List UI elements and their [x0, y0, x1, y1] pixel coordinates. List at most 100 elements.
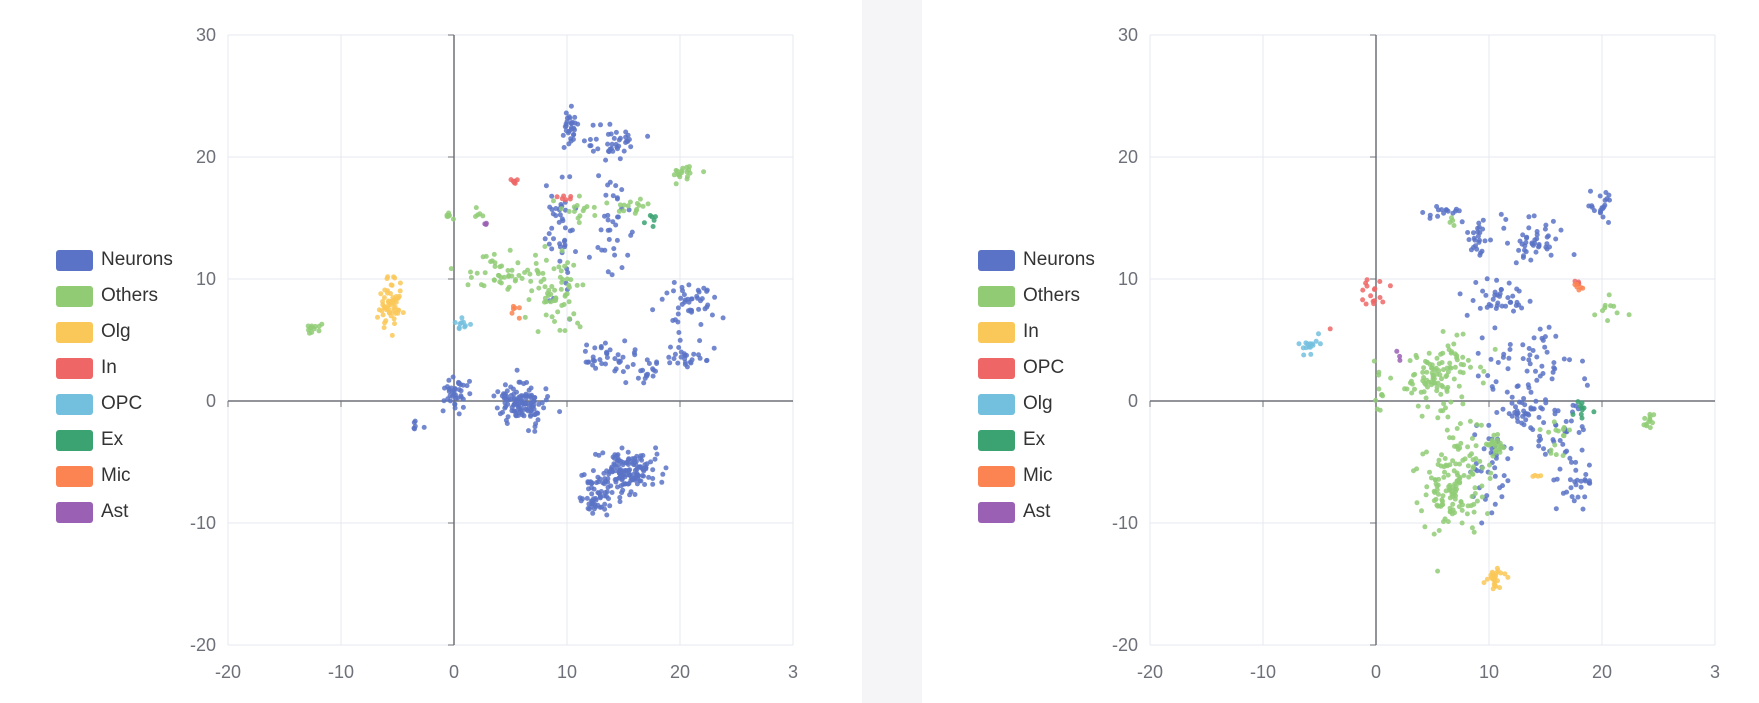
scatter-point[interactable]	[584, 342, 590, 348]
scatter-point[interactable]	[536, 401, 542, 407]
scatter-point[interactable]	[1531, 335, 1537, 341]
scatter-point[interactable]	[1647, 416, 1653, 422]
scatter-point[interactable]	[602, 476, 608, 482]
scatter-point[interactable]	[1568, 485, 1574, 491]
scatter-point[interactable]	[698, 298, 703, 304]
scatter-point[interactable]	[540, 270, 546, 276]
scatter-point[interactable]	[1465, 230, 1471, 235]
scatter-point[interactable]	[1578, 484, 1584, 490]
scatter-point[interactable]	[482, 221, 488, 227]
scatter-point[interactable]	[623, 460, 629, 466]
scatter-point[interactable]	[617, 135, 623, 141]
scatter-point[interactable]	[1526, 225, 1532, 231]
scatter-point[interactable]	[593, 136, 599, 142]
scatter-point[interactable]	[1440, 493, 1446, 499]
scatter-point[interactable]	[671, 356, 677, 362]
scatter-point[interactable]	[1501, 351, 1507, 357]
scatter-point[interactable]	[1479, 494, 1485, 500]
scatter-point[interactable]	[1414, 500, 1420, 506]
scatter-point[interactable]	[632, 347, 638, 353]
scatter-point[interactable]	[522, 270, 528, 275]
scatter-point[interactable]	[635, 375, 641, 381]
scatter-point[interactable]	[704, 304, 710, 310]
scatter-point[interactable]	[384, 307, 390, 313]
scatter-point[interactable]	[1553, 333, 1559, 339]
scatter-point[interactable]	[1490, 586, 1496, 592]
scatter-point[interactable]	[1553, 236, 1559, 242]
scatter-point[interactable]	[1583, 472, 1589, 477]
scatter-point[interactable]	[396, 307, 402, 313]
scatter-point[interactable]	[1421, 389, 1427, 395]
scatter-point[interactable]	[468, 275, 474, 280]
scatter-point[interactable]	[1606, 192, 1612, 198]
scatter-point[interactable]	[1542, 344, 1548, 350]
scatter-point[interactable]	[1521, 396, 1527, 401]
scatter-point[interactable]	[1457, 369, 1463, 375]
scatter-point[interactable]	[1453, 461, 1459, 467]
scatter-point[interactable]	[619, 445, 625, 451]
scatter-point[interactable]	[650, 224, 656, 229]
scatter-point[interactable]	[625, 449, 631, 455]
scatter-point[interactable]	[1532, 237, 1538, 243]
scatter-point[interactable]	[448, 385, 454, 391]
scatter-point[interactable]	[535, 417, 541, 423]
scatter-point[interactable]	[516, 410, 522, 416]
scatter-point[interactable]	[1456, 383, 1462, 389]
scatter-point[interactable]	[1582, 494, 1588, 500]
scatter-point[interactable]	[1377, 279, 1383, 284]
scatter-point[interactable]	[564, 276, 570, 282]
scatter-point[interactable]	[543, 386, 549, 392]
scatter-point[interactable]	[566, 114, 572, 120]
scatter-point[interactable]	[1486, 422, 1492, 428]
scatter-point[interactable]	[1475, 350, 1481, 356]
scatter-point[interactable]	[1435, 491, 1441, 497]
scatter-point[interactable]	[687, 170, 693, 176]
scatter-point[interactable]	[615, 146, 620, 152]
scatter-point[interactable]	[620, 487, 626, 493]
scatter-point[interactable]	[654, 451, 660, 457]
scatter-point[interactable]	[603, 157, 609, 163]
scatter-point[interactable]	[1371, 358, 1377, 364]
scatter-point[interactable]	[1454, 357, 1460, 363]
scatter-point[interactable]	[575, 215, 581, 221]
scatter-point[interactable]	[498, 280, 504, 286]
scatter-point[interactable]	[392, 310, 398, 316]
scatter-point[interactable]	[1441, 464, 1447, 470]
scatter-point[interactable]	[1300, 345, 1306, 351]
scatter-point[interactable]	[547, 204, 553, 210]
scatter-point[interactable]	[591, 204, 597, 210]
scatter-point[interactable]	[1412, 386, 1417, 392]
scatter-point[interactable]	[528, 278, 534, 284]
scatter-point[interactable]	[1506, 411, 1512, 417]
scatter-point[interactable]	[1505, 240, 1510, 246]
scatter-point[interactable]	[480, 254, 486, 260]
scatter-point[interactable]	[502, 382, 508, 388]
scatter-point[interactable]	[679, 301, 685, 307]
scatter-point[interactable]	[551, 266, 557, 272]
scatter-point[interactable]	[628, 144, 634, 150]
scatter-point[interactable]	[1544, 241, 1550, 247]
scatter-point[interactable]	[1488, 470, 1494, 476]
scatter-point[interactable]	[442, 385, 447, 391]
scatter-point[interactable]	[571, 311, 577, 317]
scatter-point[interactable]	[1441, 474, 1447, 480]
scatter-point[interactable]	[1546, 324, 1552, 330]
scatter-point[interactable]	[1540, 337, 1546, 343]
scatter-point[interactable]	[1476, 220, 1482, 226]
scatter-point[interactable]	[667, 360, 673, 366]
scatter-point[interactable]	[1430, 374, 1436, 380]
scatter-point[interactable]	[499, 393, 505, 399]
scatter-point[interactable]	[650, 307, 656, 313]
scatter-point[interactable]	[623, 129, 629, 135]
scatter-point[interactable]	[652, 456, 658, 462]
scatter-point[interactable]	[378, 291, 384, 297]
scatter-point[interactable]	[1643, 421, 1649, 427]
scatter-point[interactable]	[1301, 352, 1307, 358]
scatter-point[interactable]	[590, 468, 596, 474]
scatter-point[interactable]	[1481, 446, 1487, 452]
scatter-point[interactable]	[1470, 298, 1476, 303]
scatter-point[interactable]	[516, 402, 522, 408]
scatter-point[interactable]	[645, 201, 651, 207]
scatter-point[interactable]	[1581, 405, 1587, 411]
scatter-point[interactable]	[1505, 295, 1511, 301]
